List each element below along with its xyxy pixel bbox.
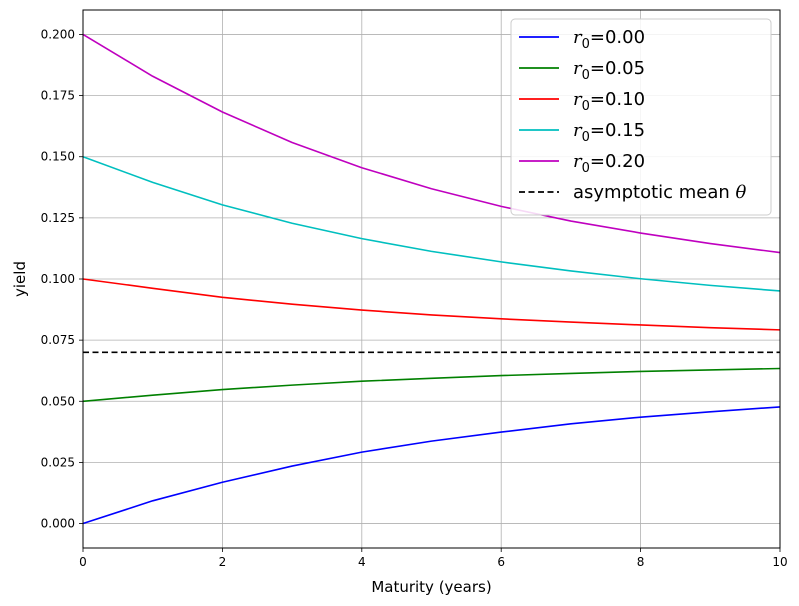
y-tick-label: 0.025 (41, 455, 75, 469)
y-tick-label: 0.100 (41, 272, 75, 286)
y-tick-label: 0.175 (41, 89, 75, 103)
x-tick-label: 8 (637, 555, 645, 569)
series-lines (82, 33, 781, 525)
legend-label: r0=0.10 (573, 89, 645, 114)
series-line-1 (82, 367, 781, 403)
y-tick-label: 0.150 (41, 150, 75, 164)
grid-lines (82, 10, 781, 548)
y-tick-label: 0.000 (41, 517, 75, 531)
x-tick-label: 0 (79, 555, 87, 569)
axis-ticks: 0 2 4 6 8 10 0.000 0.025 0.050 0.075 0.100 0.125 0.1… (41, 27, 788, 569)
y-tick-label: 0.075 (41, 333, 75, 347)
legend-label: r0=0.00 (573, 27, 645, 52)
legend-label: r0=0.20 (573, 151, 645, 176)
x-axis-title: Maturity (years) (371, 578, 491, 596)
x-tick-label: 6 (497, 555, 505, 569)
x-tick-label: 4 (358, 555, 366, 569)
x-tick-label: 2 (219, 555, 227, 569)
y-tick-label: 0.125 (41, 211, 75, 225)
legend-label: r0=0.05 (573, 58, 645, 83)
y-axis-title: yield (11, 261, 29, 297)
legend-label: asymptotic mean θ (573, 182, 747, 203)
x-tick-label: 10 (772, 555, 787, 569)
legend: r0=0.00 r0=0.05 r0=0.10 r0=0.15 r0=0.20 asymp… (510, 18, 772, 216)
series-line-0 (82, 406, 781, 525)
series-line-3 (82, 155, 781, 292)
legend-label: r0=0.15 (573, 120, 645, 145)
legend-box (510, 18, 772, 216)
y-tick-label: 0.050 (41, 394, 75, 408)
series-line-2 (82, 278, 781, 331)
series-line-4 (82, 33, 781, 254)
y-tick-label: 0.200 (41, 27, 75, 41)
